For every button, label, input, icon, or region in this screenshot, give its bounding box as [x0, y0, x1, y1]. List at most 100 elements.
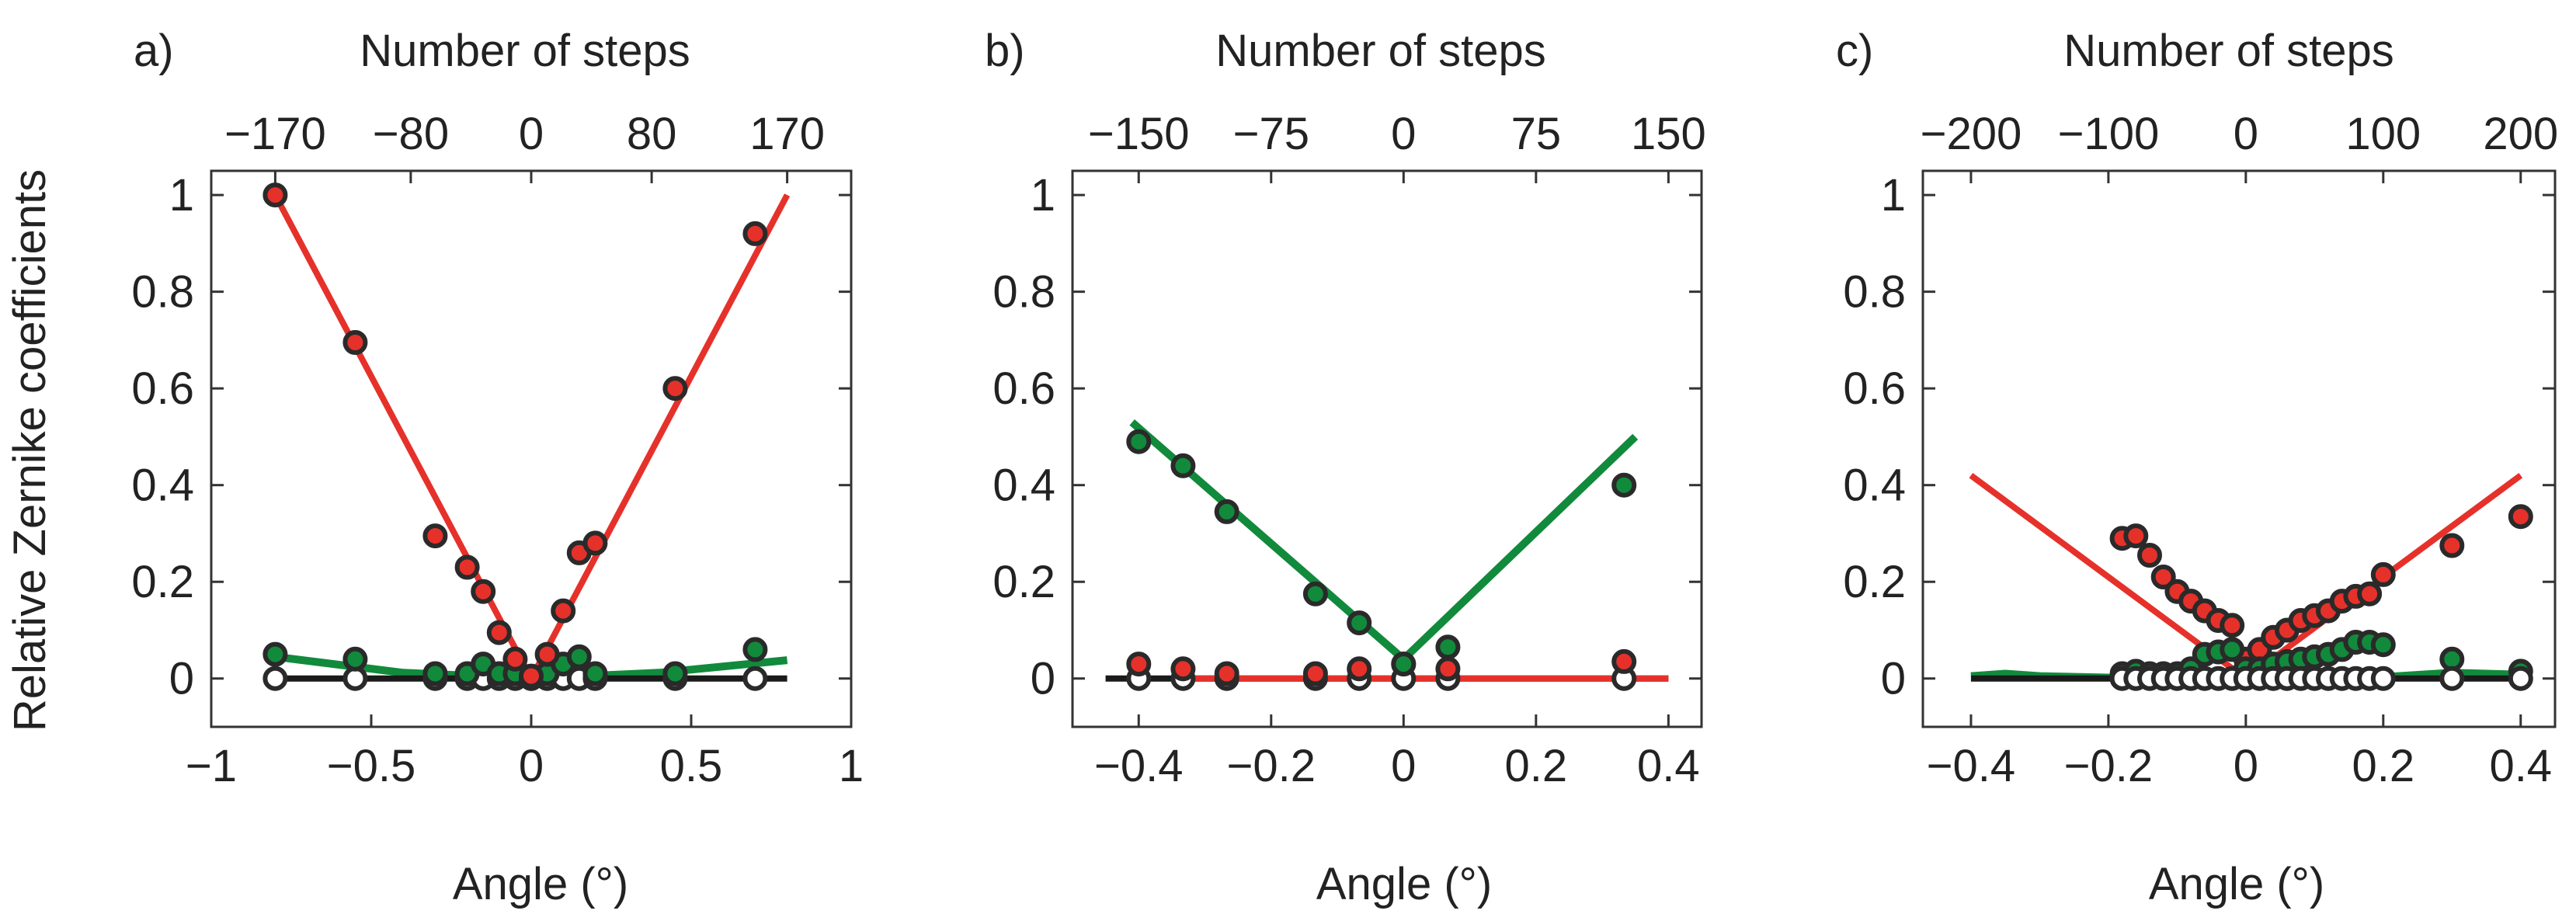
- panel-a-green-point: [662, 661, 688, 686]
- panel-c-top-tick-label: −100: [2058, 109, 2160, 159]
- panel-a-green-point: [422, 661, 448, 686]
- panel-c-xtick-label: −0.4: [1927, 741, 2016, 791]
- panel-b-red-point: [1347, 656, 1372, 682]
- panel-b-red-point: [1126, 652, 1152, 677]
- panel-a-xlabel: Angle (°): [453, 859, 628, 909]
- panel-a-xtick-label: 1: [839, 741, 864, 791]
- panel-c-ytick-label: 0.2: [1843, 557, 1906, 607]
- panel-b-plot-frame: [1071, 169, 1703, 728]
- panel-c-plot-frame: [1921, 169, 2557, 728]
- panel-a-red-point: [502, 646, 528, 672]
- panel-c-ytick-label: 1: [1881, 170, 1906, 221]
- panel-b-top-tick-label: 75: [1511, 109, 1562, 159]
- panel-b-ytick-label: 1: [1031, 170, 1055, 221]
- panel-a-green-point: [566, 644, 592, 669]
- panel-a-red-point: [551, 598, 576, 624]
- panel-c-xlabel: Angle (°): [2149, 859, 2324, 909]
- panel-c-red-point: [2357, 581, 2383, 606]
- panel-a-green-point: [342, 646, 368, 672]
- panel-b-xtick-label: 0.2: [1505, 741, 1568, 791]
- panel-a-top-tick-label: −80: [373, 109, 449, 159]
- panel-b-red-point: [1302, 661, 1328, 686]
- panel-a-top-tick-label: −170: [224, 109, 326, 159]
- panel-b-label: b): [985, 26, 1025, 76]
- panel-b-green-point: [1347, 610, 1372, 636]
- panel-c-green-point: [2370, 632, 2396, 658]
- panel-a-green-point: [262, 641, 288, 667]
- panel-a-red-fit-line: [272, 193, 791, 682]
- panel-c-red-point: [2137, 543, 2162, 568]
- panel-c-ytick-label: 0.4: [1843, 460, 1906, 511]
- panel-a-red-point: [454, 554, 480, 580]
- panel-a-red-point: [262, 182, 288, 208]
- panel-c-label: c): [1836, 26, 1873, 76]
- panel-b-red-point: [1170, 656, 1196, 682]
- panel-c-top-tick-label: 100: [2345, 109, 2421, 159]
- panel-a-red-point: [519, 663, 544, 689]
- panel-b-plot: −0.4 −0.2 0 0.2 0.4 0 0.2 0.4 0.6 0.8 1 −150 −75 0 75 1…: [993, 109, 1705, 791]
- panel-a-red-point: [662, 376, 688, 401]
- panel-a: a) Number of steps Angle (°) −1 −0.5 0 0.5 1…: [131, 26, 864, 909]
- panel-b-xtick-label: −0.2: [1227, 741, 1316, 791]
- panel-b-top-tick-label: −150: [1088, 109, 1190, 159]
- panel-a-red-point: [534, 641, 560, 667]
- panel-b-ytick-label: 0.8: [993, 267, 1055, 318]
- panel-c-green-point: [2220, 637, 2245, 662]
- panel-b-xtick-label: −0.4: [1094, 741, 1184, 791]
- panel-c-xtick-label: 0: [2234, 741, 2258, 791]
- panel-c-red-point: [2220, 613, 2245, 638]
- panel-b-green-point: [1391, 652, 1417, 677]
- panel-a-top-tick-label: 0: [519, 109, 544, 159]
- panel-a-red-point: [471, 579, 496, 604]
- panel-a-xtick-label: 0: [519, 741, 544, 791]
- panel-b-ytick-label: 0.2: [993, 557, 1055, 607]
- panel-a-red-point: [582, 530, 608, 556]
- panel-a-green-point: [582, 661, 608, 686]
- panel-a-plot: −1 −0.5 0 0.5 1 0 0.2 0.4 0.6 0.8 1 −170 −80 0 80 170: [131, 109, 864, 791]
- panel-a-xtick-label: 0.5: [660, 741, 723, 791]
- panel-a-red-point: [486, 620, 512, 645]
- panel-c-red-point: [2508, 504, 2533, 530]
- panel-b-green-point: [1611, 472, 1637, 498]
- panel-a-top-tick-label: 80: [627, 109, 677, 159]
- panel-c-ytick-label: 0: [1881, 654, 1906, 704]
- panel-b-green-point: [1126, 429, 1152, 454]
- panel-a-white-point: [742, 666, 768, 691]
- panel-a-green-point: [742, 637, 768, 662]
- panel-c-red-point: [2439, 533, 2465, 558]
- panel-a-red-point: [342, 330, 368, 355]
- panel-b-xlabel: Angle (°): [1316, 859, 1492, 909]
- panel-b-green-point: [1214, 499, 1239, 524]
- panel-a-red-point: [422, 523, 448, 549]
- panel-a-xtick-label: −0.5: [327, 741, 416, 791]
- panel-b-ytick-label: 0.6: [993, 363, 1055, 414]
- panel-c-xtick-label: 0.2: [2352, 741, 2414, 791]
- panel-b-red-point: [1435, 656, 1461, 682]
- panel-c-xtick-label: 0.4: [2489, 741, 2552, 791]
- panel-c-plot: −0.4 −0.2 0 0.2 0.4 0 0.2 0.4 0.6 0.8 1 −200 −100 0 10…: [1843, 109, 2558, 791]
- panel-c-white-point: [2508, 666, 2533, 691]
- panel-c-top-tick-label: −200: [1921, 109, 2022, 159]
- panel-c-ytick-label: 0.8: [1843, 267, 1906, 318]
- panel-b-top-tick-label: 150: [1631, 109, 1706, 159]
- panel-c-red-point: [2150, 565, 2176, 589]
- panel-c-white-point: [2370, 666, 2396, 691]
- panel-b-green-fit-line: [1129, 419, 1639, 663]
- panel-b-top-axis-label: Number of steps: [1215, 26, 1546, 76]
- panel-b-green-point: [1302, 581, 1328, 606]
- panel-b-ytick-label: 0: [1031, 654, 1055, 704]
- panel-a-ytick-label: 1: [169, 170, 194, 221]
- panel-a-ytick-label: 0.4: [131, 460, 194, 511]
- panel-a-label: a): [134, 26, 174, 76]
- panel-b-xtick-label: 0.4: [1637, 741, 1700, 791]
- panel-c-white-point: [2439, 666, 2465, 691]
- panel-a-ytick-label: 0: [169, 654, 194, 704]
- panel-a-white-point: [262, 666, 288, 691]
- panel-b-top-tick-label: 0: [1391, 109, 1416, 159]
- panel-c-top-tick-label: 200: [2483, 109, 2558, 159]
- panel-a-top-axis-label: Number of steps: [360, 26, 690, 76]
- figure-ylabel: Relative Zernike coefficients: [5, 169, 55, 732]
- panel-b-ytick-label: 0.4: [993, 460, 1055, 511]
- panel-c-red-point: [2123, 523, 2149, 549]
